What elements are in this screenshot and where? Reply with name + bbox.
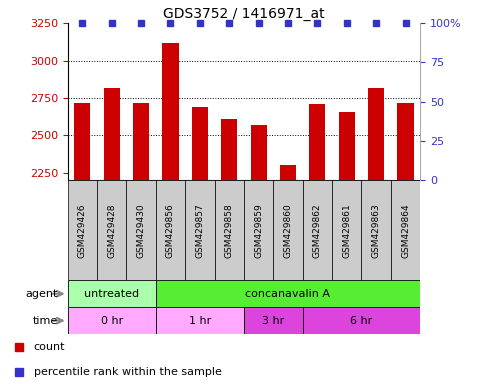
Text: concanavalin A: concanavalin A	[245, 289, 330, 299]
Text: 0 hr: 0 hr	[100, 316, 123, 326]
Text: GSM429428: GSM429428	[107, 203, 116, 258]
Text: untreated: untreated	[84, 289, 139, 299]
Text: percentile rank within the sample: percentile rank within the sample	[33, 366, 221, 377]
Text: agent: agent	[26, 289, 58, 299]
Bar	[192, 107, 208, 180]
Bar	[74, 103, 90, 180]
Bar	[303, 307, 420, 334]
Text: 3 hr: 3 hr	[262, 316, 284, 326]
Bar	[303, 180, 332, 280]
Bar	[97, 180, 127, 280]
Bar	[221, 119, 237, 180]
Text: GSM429862: GSM429862	[313, 203, 322, 258]
Bar	[127, 180, 156, 280]
Text: GSM429860: GSM429860	[284, 203, 293, 258]
Text: GSM429863: GSM429863	[371, 203, 381, 258]
Bar	[309, 104, 326, 180]
Text: GSM429857: GSM429857	[195, 203, 204, 258]
Bar	[339, 111, 355, 180]
Bar	[368, 88, 384, 180]
Bar	[68, 280, 156, 307]
Bar	[251, 125, 267, 180]
Bar	[361, 180, 391, 280]
Text: GSM429856: GSM429856	[166, 203, 175, 258]
Text: 1 hr: 1 hr	[189, 316, 211, 326]
Bar	[156, 307, 244, 334]
Bar	[332, 180, 361, 280]
Text: GSM429859: GSM429859	[254, 203, 263, 258]
Bar	[273, 180, 303, 280]
Text: 6 hr: 6 hr	[350, 316, 372, 326]
Bar	[391, 180, 420, 280]
Bar	[104, 88, 120, 180]
Title: GDS3752 / 1416971_at: GDS3752 / 1416971_at	[163, 7, 325, 21]
Text: GSM429864: GSM429864	[401, 203, 410, 258]
Bar	[280, 166, 296, 180]
Text: time: time	[33, 316, 58, 326]
Bar	[244, 180, 273, 280]
Text: count: count	[33, 341, 65, 352]
Bar	[214, 180, 244, 280]
Bar	[185, 180, 214, 280]
Bar	[244, 307, 303, 334]
Bar	[156, 180, 185, 280]
Bar	[398, 103, 413, 180]
Text: GSM429430: GSM429430	[137, 203, 145, 258]
Bar	[68, 307, 156, 334]
Bar	[133, 103, 149, 180]
Bar	[156, 280, 420, 307]
Text: GSM429861: GSM429861	[342, 203, 351, 258]
Bar	[68, 180, 97, 280]
Text: GSM429858: GSM429858	[225, 203, 234, 258]
Text: GSM429426: GSM429426	[78, 203, 87, 258]
Bar	[162, 43, 179, 180]
